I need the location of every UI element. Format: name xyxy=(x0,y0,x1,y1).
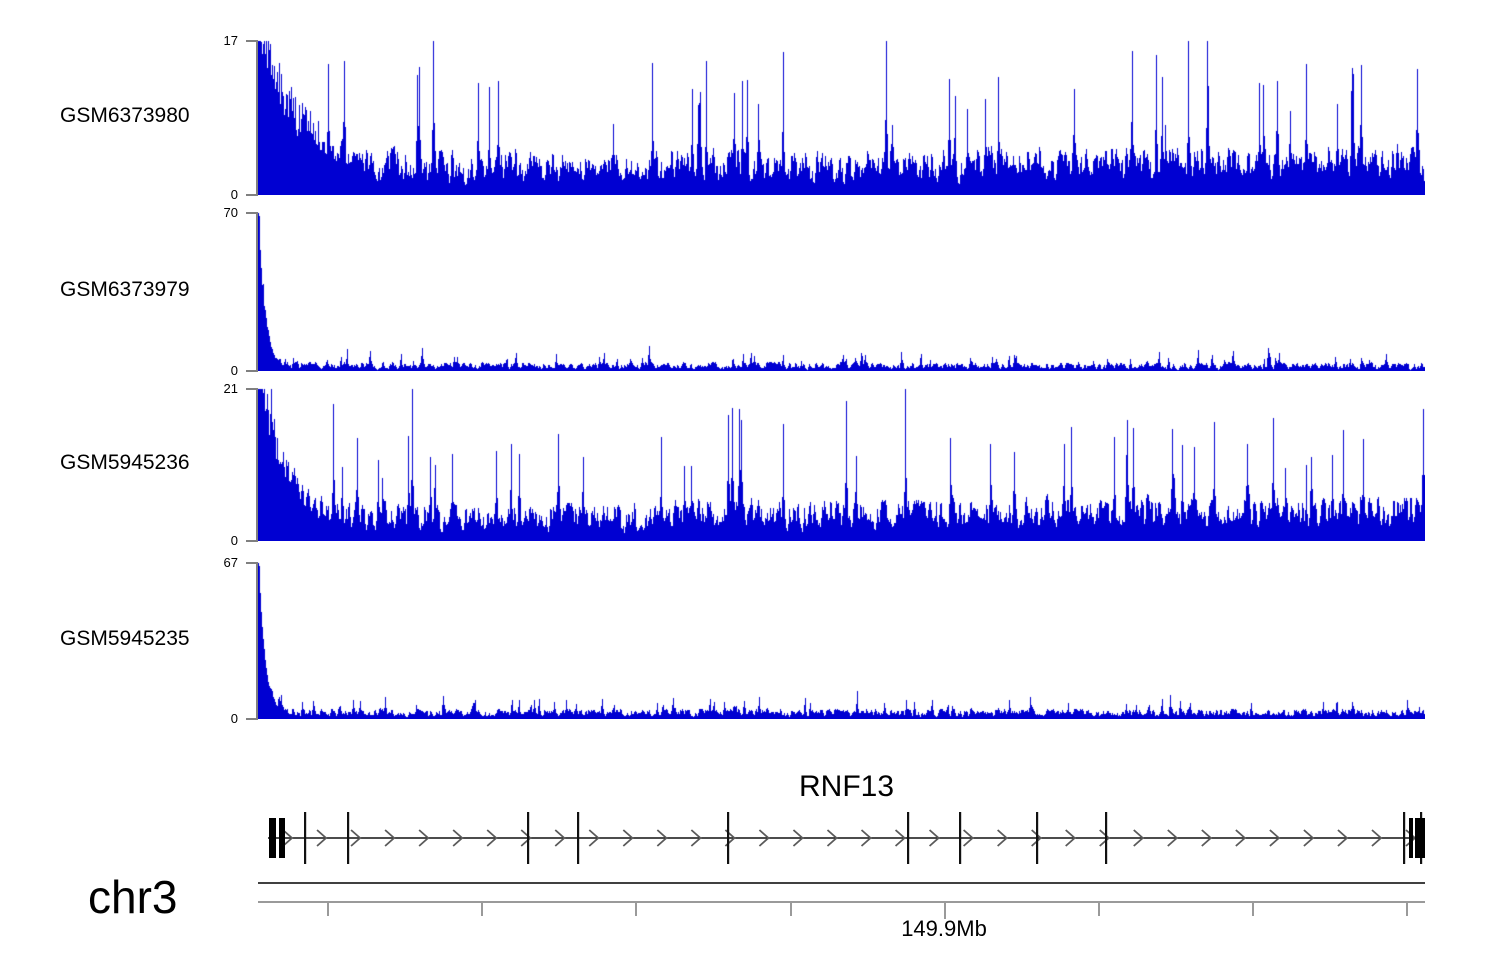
gene-exon-thin[interactable] xyxy=(1105,812,1108,864)
track-axis-min-tick xyxy=(246,540,256,542)
track-separator-line xyxy=(258,882,1425,884)
strand-arrow-icon xyxy=(452,829,464,847)
strand-arrow-icon xyxy=(384,829,396,847)
ruler-tick xyxy=(790,903,792,916)
strand-arrow-icon xyxy=(860,829,872,847)
strand-arrow-icon xyxy=(418,829,430,847)
strand-arrow-icon xyxy=(1167,829,1179,847)
track-sample-label: GSM5945236 xyxy=(60,451,190,474)
track-axis-min-tick xyxy=(246,194,256,196)
gene-exon-thick[interactable] xyxy=(279,818,285,858)
strand-arrow-icon xyxy=(963,829,974,847)
track-y-axis-line xyxy=(256,388,258,542)
track-axis-min-label: 0 xyxy=(230,363,238,378)
strand-arrow-icon xyxy=(1303,829,1315,847)
ruler-tick xyxy=(1252,903,1254,916)
chromosome-label: chr3 xyxy=(88,871,178,923)
strand-arrow-icon xyxy=(792,829,804,847)
track-axis-min-tick xyxy=(246,718,256,720)
strand-arrow-icon xyxy=(1065,829,1077,847)
strand-arrow-icon xyxy=(1099,829,1111,847)
ruler-tick xyxy=(635,903,637,916)
gene-exon-thin[interactable] xyxy=(577,812,580,864)
track-axis-max-label: 67 xyxy=(223,555,238,570)
gene-exon-thick[interactable] xyxy=(1409,818,1413,858)
ruler-tick xyxy=(1406,903,1408,916)
track-axis-max-label: 17 xyxy=(223,33,238,48)
ruler-tick xyxy=(481,903,483,916)
strand-arrow-icon xyxy=(1201,829,1213,847)
gene-structure-diagram[interactable] xyxy=(0,795,1500,885)
track-axis-max-label: 70 xyxy=(223,205,238,220)
gene-exon-thin[interactable] xyxy=(1036,812,1039,864)
track-axis-max-tick xyxy=(246,388,256,390)
track-axis-max-tick xyxy=(246,562,256,564)
ruler-position-label: 149.9Mb xyxy=(901,916,987,941)
track-axis-min-label: 0 xyxy=(230,711,238,726)
gene-exon-thin[interactable] xyxy=(907,812,910,864)
strand-arrow-icon xyxy=(622,829,634,847)
gene-exon-thin[interactable] xyxy=(727,812,730,864)
strand-arrow-icon xyxy=(1133,829,1145,847)
gene-exon-thin[interactable] xyxy=(304,812,307,864)
coverage-histogram[interactable] xyxy=(258,388,1425,541)
ruler-tick xyxy=(327,903,329,916)
strand-arrow-icon xyxy=(316,829,328,847)
strand-arrow-icon xyxy=(554,829,566,847)
strand-arrow-icon xyxy=(758,829,770,847)
ruler-tick xyxy=(1098,903,1100,916)
track-y-axis-line xyxy=(256,212,258,372)
strand-arrow-icon xyxy=(826,829,838,847)
gene-exon-thick[interactable] xyxy=(269,818,276,858)
ruler-axis-line xyxy=(258,901,1425,903)
strand-arrow-icon xyxy=(894,829,906,847)
strand-arrow-icon xyxy=(1269,829,1281,847)
coverage-histogram[interactable] xyxy=(258,40,1425,195)
track-axis-max-tick xyxy=(246,40,256,42)
strand-arrow-icon xyxy=(588,829,600,847)
strand-arrow-icon xyxy=(486,829,498,847)
gene-name-label: RNF13 xyxy=(798,770,895,803)
track-axis-max-label: 21 xyxy=(223,381,238,396)
strand-arrow-icon xyxy=(1371,829,1383,847)
track-sample-label: GSM6373980 xyxy=(60,104,190,127)
strand-arrow-icon xyxy=(1031,829,1043,847)
strand-arrow-icon xyxy=(928,829,940,847)
gene-exon-thin[interactable] xyxy=(959,812,962,864)
strand-arrow-icon xyxy=(520,829,532,847)
ruler-tick xyxy=(944,903,946,919)
coverage-histogram[interactable] xyxy=(258,212,1425,371)
gene-exon-thin[interactable] xyxy=(527,812,530,864)
coverage-histogram[interactable] xyxy=(258,562,1425,719)
gene-exon-thin[interactable] xyxy=(1403,812,1406,864)
track-y-axis-line xyxy=(256,40,258,196)
strand-arrow-icon xyxy=(350,829,362,847)
track-axis-min-label: 0 xyxy=(230,187,238,202)
strand-arrow-icon xyxy=(282,829,294,847)
track-axis-max-tick xyxy=(246,212,256,214)
gene-exon-thin[interactable] xyxy=(347,812,350,864)
track-y-axis-line xyxy=(256,562,258,720)
gene-exon-thick[interactable] xyxy=(1415,818,1425,858)
track-axis-min-tick xyxy=(246,370,256,372)
track-sample-label: GSM5945235 xyxy=(60,627,190,650)
strand-arrow-icon xyxy=(997,829,1008,847)
strand-arrow-icon xyxy=(690,829,702,847)
strand-arrow-icon xyxy=(656,829,668,847)
strand-arrow-icon xyxy=(1235,829,1247,847)
track-axis-min-label: 0 xyxy=(230,533,238,548)
track-sample-label: GSM6373979 xyxy=(60,278,190,301)
strand-arrow-icon xyxy=(1337,829,1349,847)
